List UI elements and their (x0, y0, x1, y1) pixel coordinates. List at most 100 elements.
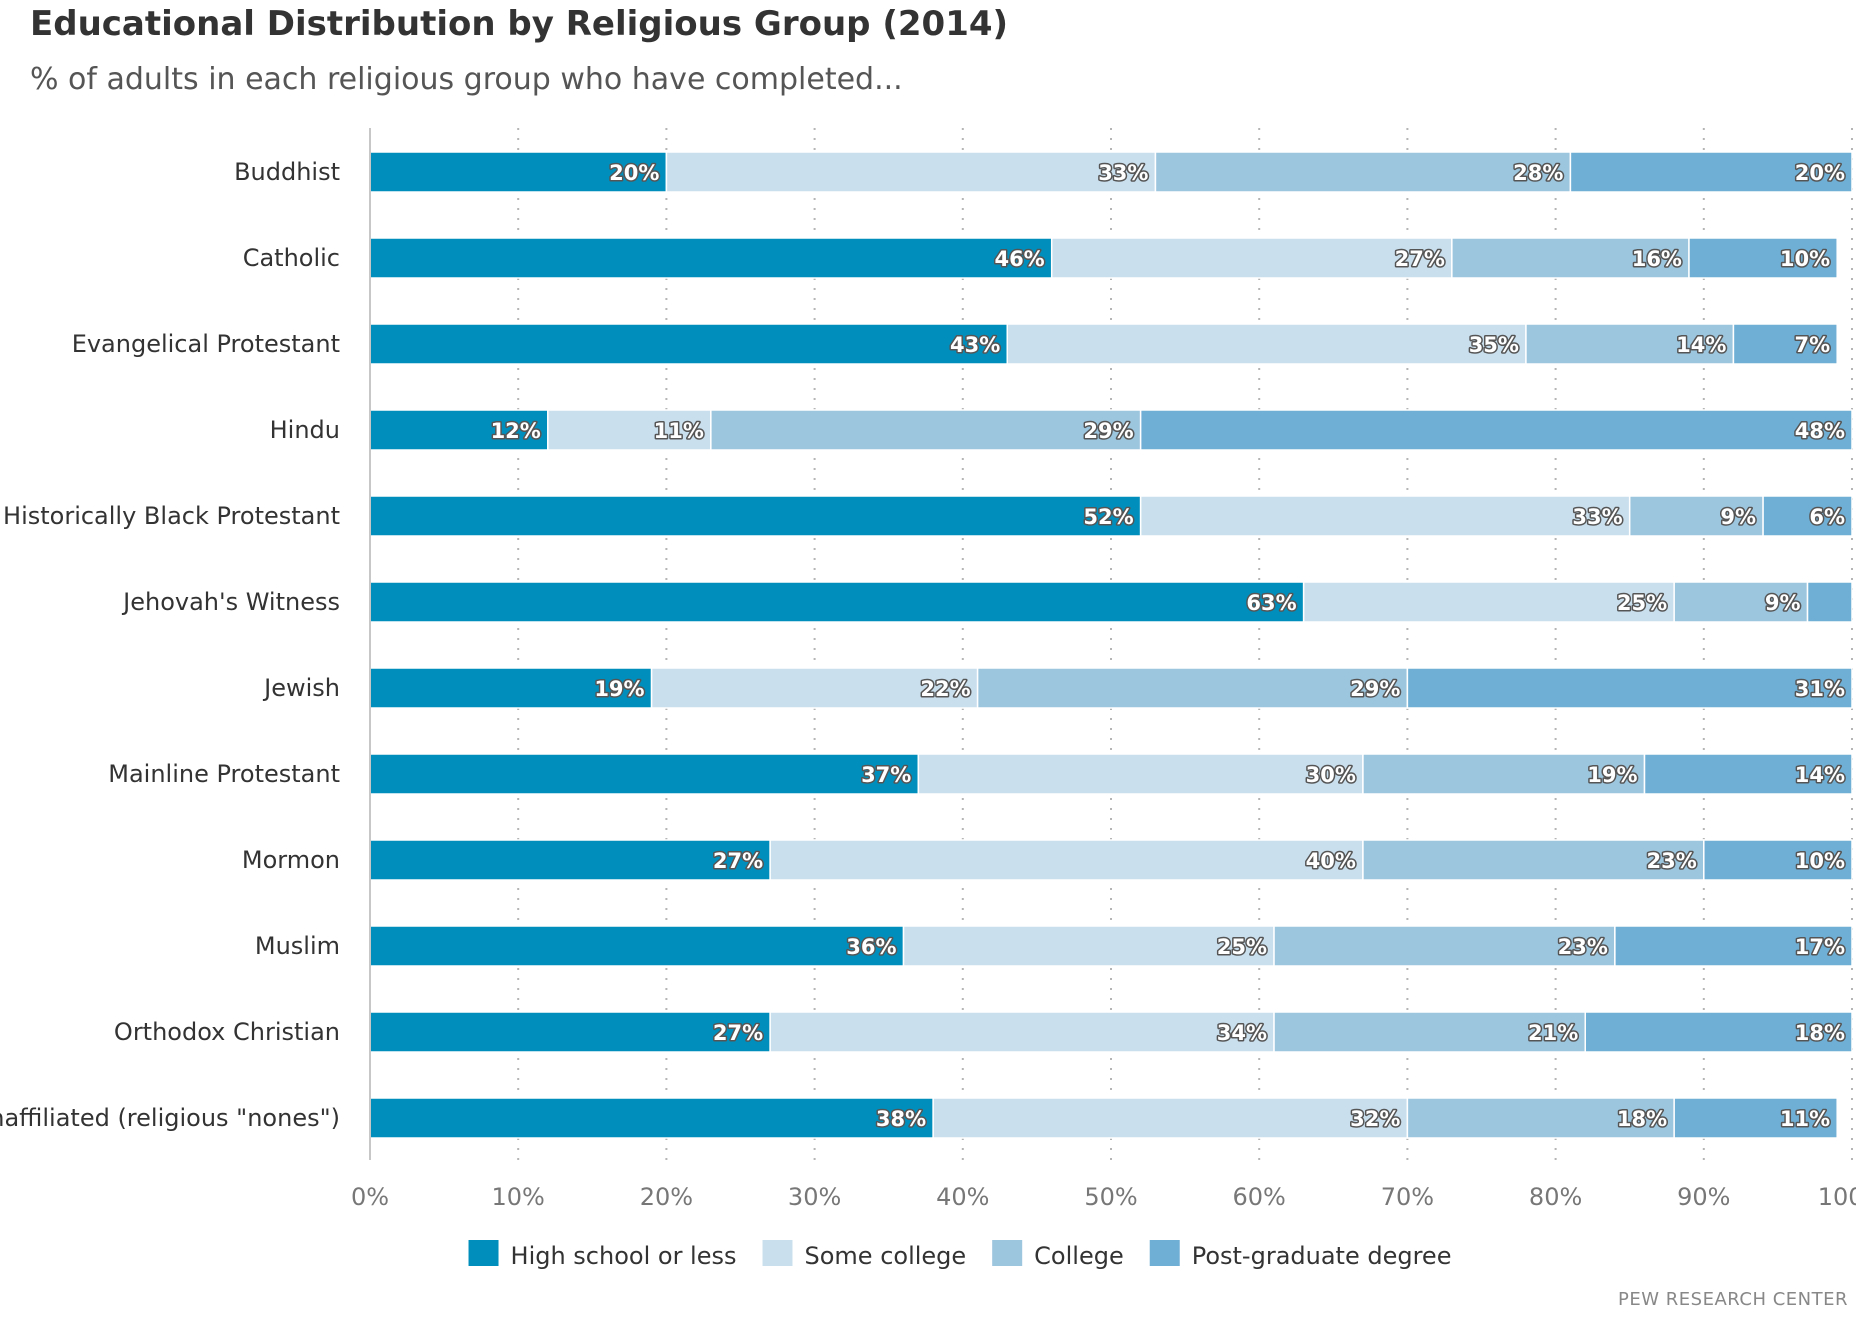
bar-segment (1762, 495, 1853, 537)
category-label: Catholic (243, 244, 340, 272)
data-label: 11% (1780, 1107, 1830, 1131)
x-tick-label: 50% (1084, 1183, 1137, 1211)
x-tick-label: 90% (1677, 1183, 1730, 1211)
category-label: Jehovah's Witness (121, 588, 340, 616)
bar-segment (369, 753, 920, 795)
x-tick-label: 0% (351, 1183, 389, 1211)
data-label: 29% (1350, 677, 1400, 701)
data-label: 27% (1395, 247, 1445, 271)
data-label: 9% (1765, 591, 1801, 615)
bar-segment (1302, 581, 1675, 623)
bar-segment (1569, 151, 1853, 193)
data-label: 31% (1795, 677, 1845, 701)
data-label: 25% (1617, 591, 1667, 615)
bar-segment (769, 1011, 1275, 1053)
data-label: 14% (1795, 763, 1845, 787)
data-label: 27% (713, 1021, 763, 1045)
bar-segment (710, 409, 1142, 451)
legend-label: Some college (805, 1242, 967, 1270)
x-tick-label: 40% (936, 1183, 989, 1211)
bar-segment (369, 667, 653, 709)
bar-segment (369, 581, 1305, 623)
bar-segment (1362, 839, 1705, 881)
bar-segment (1154, 151, 1572, 193)
x-tick-label: 60% (1233, 1183, 1286, 1211)
data-label: 10% (1780, 247, 1830, 271)
bar-segment (369, 237, 1053, 279)
bar-segment (650, 667, 979, 709)
bar-segment (932, 1097, 1409, 1139)
data-label: 52% (1083, 505, 1133, 529)
bar-segment (1006, 323, 1527, 365)
bar-segment (1406, 667, 1853, 709)
legend-swatch (992, 1240, 1023, 1266)
bar-segment (1584, 1011, 1853, 1053)
data-labels: 20% 33% 28% 20% 46% 27% 16% 10% 43% 35% 14% 7% 12% 11… (489, 160, 1846, 1133)
category-label: Hindu (270, 416, 340, 444)
category-label: Historically Black Protestant (3, 502, 340, 530)
bar-segment (1806, 581, 1853, 623)
data-label: 38% (876, 1107, 926, 1131)
data-label: 28% (1513, 161, 1563, 185)
source-credit: PEW RESEARCH CENTER (1618, 1289, 1848, 1310)
bar-segment (1525, 323, 1735, 365)
data-label: 63% (1246, 591, 1296, 615)
x-tick-label: 30% (788, 1183, 841, 1211)
data-label: 27% (713, 849, 763, 873)
x-tick-label: 100% (1818, 1183, 1856, 1211)
bar-segment (1628, 495, 1764, 537)
category-label: Mormon (242, 846, 340, 874)
legend-swatch (468, 1240, 499, 1266)
data-label: 12% (491, 419, 541, 443)
category-label: Buddhist (234, 158, 340, 186)
data-label: 40% (1306, 849, 1356, 873)
bar-segment (369, 1011, 771, 1053)
data-label: 16% (1632, 247, 1682, 271)
bar-segment (1614, 925, 1853, 967)
bar-segment (369, 1097, 934, 1139)
data-label: 18% (1617, 1107, 1667, 1131)
bar-segment (1451, 237, 1690, 279)
data-label: 21% (1528, 1021, 1578, 1045)
bar-segment (917, 753, 1364, 795)
data-label: 23% (1647, 849, 1697, 873)
bar-segment (1732, 323, 1838, 365)
x-tick-label: 10% (492, 1183, 545, 1211)
legend-label: High school or less (511, 1242, 737, 1270)
bar-segment (665, 151, 1157, 193)
bar-segment (769, 839, 1364, 881)
data-label: 23% (1558, 935, 1608, 959)
data-label: 6% (1809, 505, 1845, 529)
axes: 0% 10% 20% 30% 40% 50% 60% 70% 80% 90% 100% Buddhis… (0, 128, 1856, 1211)
data-label: 20% (609, 161, 659, 185)
data-label: 33% (1098, 161, 1148, 185)
data-label: 30% (1306, 763, 1356, 787)
data-label: 9% (1720, 505, 1756, 529)
bar-segment (1139, 495, 1631, 537)
category-label: Muslim (255, 932, 340, 960)
chart-title: Educational Distribution by Religious Gr… (30, 4, 1009, 44)
data-label: 14% (1676, 333, 1726, 357)
bar-segment (369, 151, 668, 193)
bar-segment (369, 925, 905, 967)
bar-segment (1139, 409, 1853, 451)
category-label: Evangelical Protestant (72, 330, 340, 358)
data-label: 18% (1795, 1021, 1845, 1045)
bar-segment (1703, 839, 1853, 881)
x-tick-label: 20% (640, 1183, 693, 1211)
data-label: 33% (1572, 505, 1622, 529)
legend-swatch (1149, 1240, 1180, 1266)
bar-segment (1688, 237, 1838, 279)
data-label: 32% (1350, 1107, 1400, 1131)
chart-subtitle: % of adults in each religious group who … (30, 62, 903, 97)
legend-label: College (1034, 1242, 1124, 1270)
gridlines (517, 128, 1853, 1160)
data-label: 7% (1795, 333, 1831, 357)
x-tick-label: 80% (1529, 1183, 1582, 1211)
data-label: 29% (1083, 419, 1133, 443)
data-label: 19% (594, 677, 644, 701)
data-label: 22% (920, 677, 970, 701)
data-label: 10% (1795, 849, 1845, 873)
legend: High school or less Some college College Po… (468, 1240, 1451, 1270)
